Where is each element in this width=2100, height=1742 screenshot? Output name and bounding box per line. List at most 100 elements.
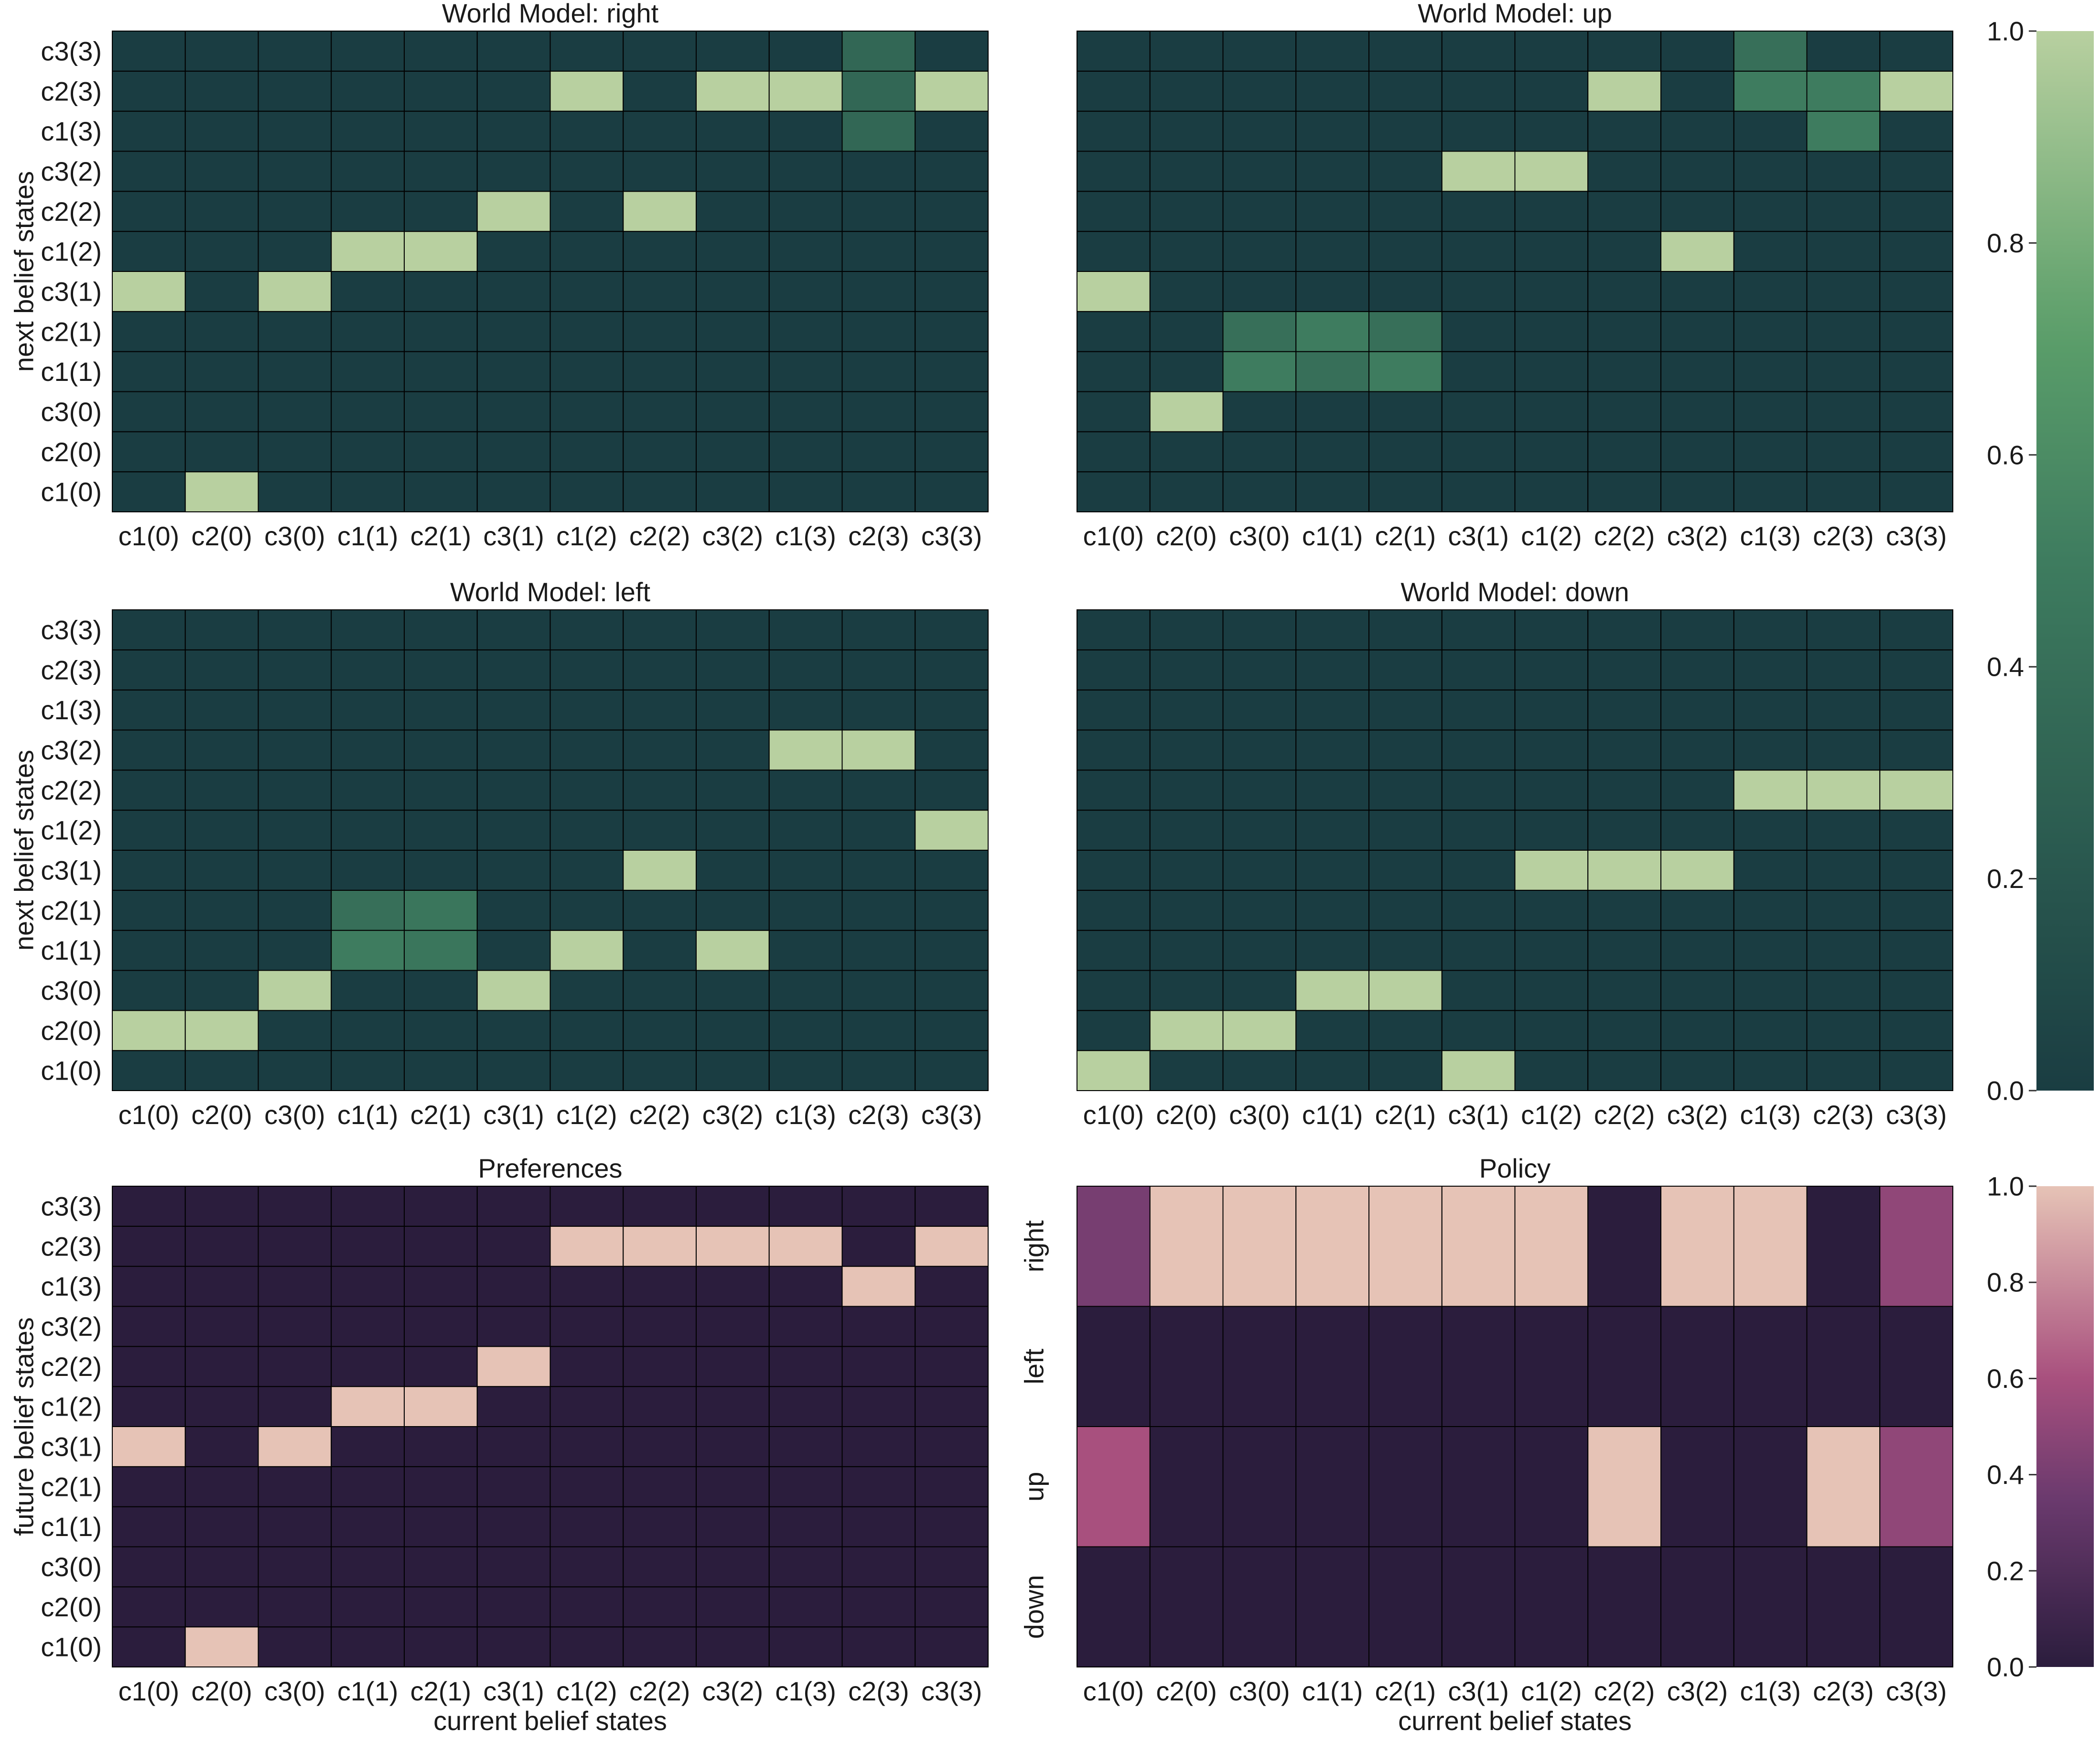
heatmap-cell	[841, 930, 916, 971]
heatmap-cell	[915, 1586, 989, 1628]
heatmap-cell	[623, 1266, 697, 1307]
heatmap-cell	[1733, 31, 1808, 72]
heatmap-cell	[841, 1225, 916, 1267]
heatmap-cell	[696, 271, 770, 312]
heatmap-cell	[1441, 1186, 1516, 1307]
x-tick-label: c3(2)	[1667, 1100, 1728, 1130]
heatmap-cell	[1295, 151, 1369, 192]
heatmap-cell	[1077, 471, 1151, 513]
heatmap-cell	[1149, 810, 1224, 851]
heatmap-cell	[768, 70, 843, 112]
heatmap-cell	[915, 351, 989, 392]
heatmap-cell	[1514, 391, 1589, 433]
panel-title: World Model: left	[450, 577, 651, 607]
heatmap-cell	[915, 110, 989, 152]
heatmap-cell	[476, 1346, 551, 1387]
heatmap-cell	[1222, 70, 1297, 112]
colorbar-tick-label: 0.0	[1987, 1076, 2024, 1106]
heatmap-cell	[184, 769, 259, 811]
heatmap-cell	[1733, 191, 1808, 232]
heatmap-cell	[549, 1050, 624, 1092]
heatmap-cell	[1295, 1306, 1369, 1427]
heatmap-cell	[258, 729, 332, 771]
colorbar-tick-label: 0.2	[1987, 864, 2024, 894]
heatmap-cell	[1149, 850, 1224, 891]
heatmap-cell	[1587, 471, 1661, 513]
heatmap-cell	[841, 689, 916, 731]
heatmap-cell	[404, 1426, 478, 1467]
heatmap-cell	[1441, 31, 1516, 72]
heatmap-cell	[1441, 810, 1516, 851]
heatmap-panel-5	[1077, 1186, 1953, 1667]
heatmap-cell	[768, 31, 843, 72]
heatmap-cell	[112, 850, 186, 891]
heatmap-cell	[1222, 1306, 1297, 1427]
heatmap-cell	[1587, 351, 1661, 392]
heatmap-cell	[1441, 391, 1516, 433]
heatmap-cell	[841, 351, 916, 392]
heatmap-cell	[623, 1225, 697, 1267]
heatmap-cell	[623, 689, 697, 731]
heatmap-cell	[1587, 70, 1661, 112]
x-tick-label: c3(3)	[1886, 1100, 1947, 1130]
heatmap-cell	[1806, 431, 1881, 473]
heatmap-cell	[768, 431, 843, 473]
heatmap-cell	[184, 1586, 259, 1628]
heatmap-cell	[915, 1626, 989, 1668]
heatmap-cell	[1733, 1306, 1808, 1427]
heatmap-cell	[1295, 391, 1369, 433]
heatmap-cell	[1806, 889, 1881, 931]
heatmap-cell	[1295, 649, 1369, 691]
x-tick-label: c3(1)	[1448, 1100, 1509, 1130]
heatmap-cell	[1222, 391, 1297, 433]
heatmap-cell	[1879, 271, 1953, 312]
heatmap-cell	[1368, 1306, 1443, 1427]
heatmap-cell	[404, 1386, 478, 1428]
heatmap-cell	[1879, 431, 1953, 473]
heatmap-cell	[768, 1225, 843, 1267]
heatmap-cell	[768, 471, 843, 513]
heatmap-cell	[258, 930, 332, 971]
heatmap-cell	[623, 1050, 697, 1092]
heatmap-cell	[184, 110, 259, 152]
heatmap-cell	[112, 1010, 186, 1051]
heatmap-cell	[404, 609, 478, 650]
heatmap-cell	[112, 110, 186, 152]
heatmap-cell	[404, 1506, 478, 1547]
heatmap-cell	[1879, 1010, 1953, 1051]
x-tick-label: c2(1)	[410, 1100, 472, 1130]
x-tick-label: c2(0)	[1156, 1676, 1217, 1706]
y-tick-label: up	[1019, 1472, 1049, 1502]
heatmap-cell	[1733, 151, 1808, 192]
heatmap-cell	[1514, 930, 1589, 971]
x-tick-label: c1(1)	[1302, 1676, 1363, 1706]
heatmap-cell	[696, 1586, 770, 1628]
x-tick-label: c1(1)	[337, 521, 398, 551]
heatmap-cell	[112, 191, 186, 232]
heatmap-cell	[184, 1466, 259, 1507]
heatmap-cell	[476, 110, 551, 152]
heatmap-cell	[404, 1586, 478, 1628]
y-tick-label: c3(1)	[41, 855, 102, 885]
heatmap-cell	[1295, 191, 1369, 232]
heatmap-cell	[623, 1346, 697, 1387]
y-tick-label: c3(0)	[41, 397, 102, 427]
heatmap-cell	[1806, 689, 1881, 731]
heatmap-cell	[841, 431, 916, 473]
heatmap-cell	[1149, 471, 1224, 513]
heatmap-cell	[1587, 850, 1661, 891]
heatmap-cell	[915, 1050, 989, 1092]
heatmap-cell	[331, 810, 405, 851]
heatmap-cell	[1879, 1050, 1953, 1092]
heatmap-cell	[623, 609, 697, 650]
heatmap-cell	[623, 1010, 697, 1051]
heatmap-cell	[1879, 930, 1953, 971]
x-tick-label: c1(2)	[1521, 1100, 1582, 1130]
heatmap-cell	[1295, 1546, 1369, 1667]
heatmap-cell	[1149, 889, 1224, 931]
heatmap-cell	[1879, 1546, 1953, 1667]
heatmap-cell	[1368, 810, 1443, 851]
heatmap-cell	[184, 1346, 259, 1387]
heatmap-cell	[1660, 689, 1734, 731]
